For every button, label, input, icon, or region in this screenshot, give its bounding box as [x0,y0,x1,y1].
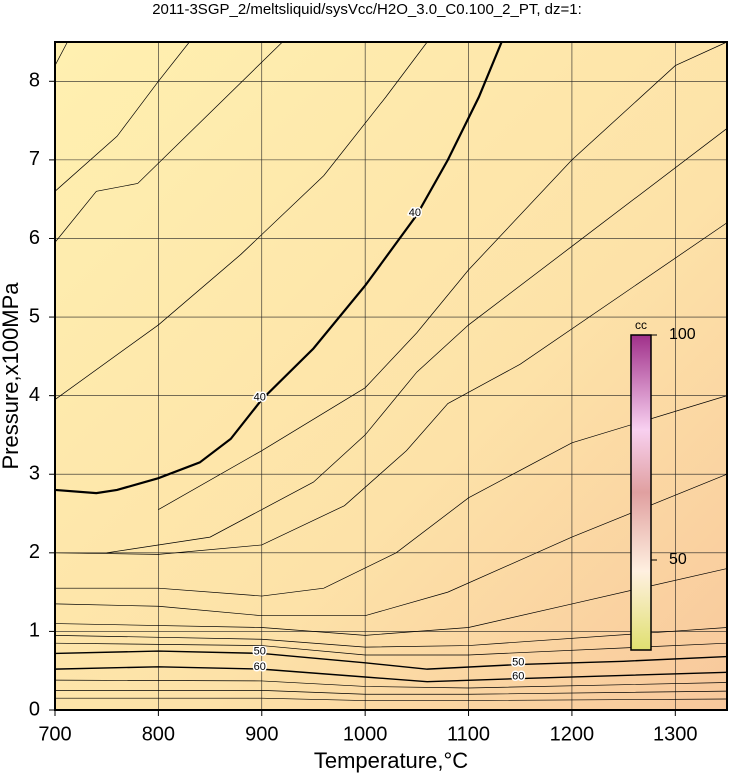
colorbar-tick-label: 100 [669,326,696,343]
contour-label: 50 [254,645,266,657]
y-axis-label: Pressure,x100MPa [0,282,23,470]
contour-line [55,690,728,695]
contour-line [54,627,728,648]
contour-line [106,128,728,554]
plot-background [55,42,727,710]
contour-line [55,395,728,597]
x-tick-label: 800 [142,723,175,745]
y-tick-label: 1 [29,620,40,642]
x-tick-label: 1300 [653,723,698,745]
contour-line [54,41,68,66]
colorbar-tick-label: 50 [669,551,687,568]
chart-title: 2011-3SGP_2/meltsliquid/sysVcc/H2O_3.0_C… [152,1,582,18]
contour-label: 60 [254,661,266,673]
contour-line [54,222,728,555]
colorbar-label: cc [635,318,647,332]
contour-line [54,642,728,656]
y-tick-label: 6 [29,227,40,249]
contour-line [54,41,190,192]
y-tick-label: 7 [29,148,40,170]
contour-line [54,666,728,683]
contour-line [54,473,728,617]
y-tick-label: 0 [29,698,40,720]
contour-label: 40 [254,391,266,403]
colorbar [630,334,652,651]
contour-label: 50 [512,656,524,668]
contour-line [158,41,728,510]
contour-label: 40 [409,207,421,219]
contour-line [54,650,728,670]
y-tick-label: 5 [29,305,40,327]
x-tick-label: 1000 [343,723,388,745]
x-tick-label: 700 [38,723,71,745]
contour-line [55,697,728,701]
y-tick-label: 3 [29,463,40,485]
x-axis-label: Temperature,°C [314,748,468,773]
x-tick-label: 1100 [447,723,490,745]
contour-line [54,41,283,243]
contour-line [54,679,728,689]
frame [54,41,728,711]
y-tick-label: 2 [29,541,40,563]
contour-line [54,568,728,636]
contour-line [54,41,428,400]
y-tick-label: 4 [29,384,40,406]
x-tick-label: 900 [245,723,278,745]
y-tick-label: 8 [29,70,40,92]
x-tick-label: 1200 [550,723,595,745]
contour-label: 60 [512,670,524,682]
contour-line [54,41,503,495]
